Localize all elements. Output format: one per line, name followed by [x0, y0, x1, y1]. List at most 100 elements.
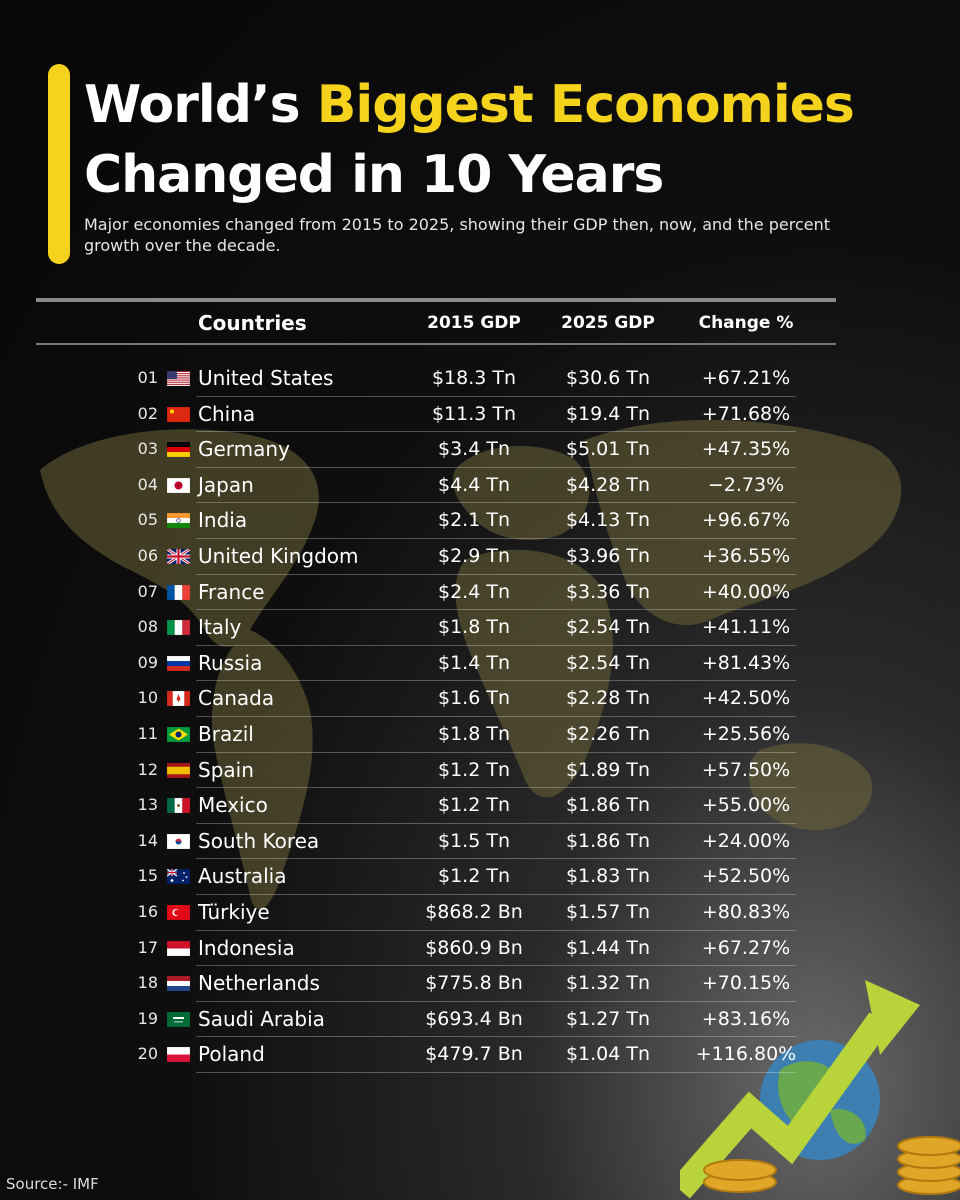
gdp-2015-value: $1.8 Tn — [438, 722, 510, 745]
rank-label: 07 — [137, 581, 158, 601]
table-row: 14 South Korea $1.5 Tn $1.86 Tn +24.00% — [0, 824, 960, 860]
change-percent-value: +25.56% — [701, 722, 791, 745]
table-row: 15 Australia $1.2 Tn $1.83 Tn +52.50% — [0, 859, 960, 895]
table-row: 06 United Kingdom $2.9 Tn $3.96 Tn +36.55% — [0, 539, 960, 575]
rank-label: 09 — [137, 652, 158, 672]
gdp-2025-value: $30.6 Tn — [565, 367, 651, 389]
country-name: United States — [198, 366, 334, 390]
gdp-2015-value: $693.4 Bn — [425, 1007, 523, 1030]
gdp-2015-value: $860.9 Bn — [425, 936, 523, 959]
gdp-2025-value: $1.86 Tn — [565, 829, 651, 852]
change-percent-value: +47.35% — [701, 438, 791, 461]
country-name: France — [198, 579, 265, 604]
country-name: Japan — [198, 472, 254, 497]
gdp-2025-value: $3.36 Tn — [565, 580, 651, 603]
es-flag-icon — [166, 762, 191, 778]
growth-arrow-globe-coins-graphic — [680, 980, 960, 1199]
change-percent-value: +70.15% — [701, 972, 791, 995]
mx-flag-icon — [166, 797, 191, 814]
table-row: 20 Poland $479.7 Bn $1.04 Tn +116.80% — [0, 1037, 960, 1073]
au-flag-icon — [166, 868, 191, 885]
rank-label: 01 — [137, 368, 158, 387]
change-percent-value: +67.27% — [701, 936, 791, 959]
change-percent-value: +96.67% — [701, 509, 791, 532]
page-subtitle: Major economies changed from 2015 to 202… — [84, 215, 831, 255]
fr-flag-icon — [166, 584, 191, 600]
table-row: 11 Brazil $1.8 Tn $2.26 Tn +25.56% — [0, 717, 960, 753]
table-row: 16 Türkiye $868.2 Bn $1.57 Tn +80.83% — [0, 895, 960, 931]
gdp-2015-value: $1.8 Tn — [438, 616, 510, 639]
gdp-2025-value: $1.04 Tn — [565, 1043, 651, 1066]
rank-label: 05 — [137, 510, 158, 530]
gdp-2015-value: $1.2 Tn — [438, 794, 510, 817]
country-name: Canada — [198, 686, 275, 711]
rank-label: 16 — [137, 901, 158, 921]
gdp-table-body: 01 United States $18.3 Tn $30.6 Tn +67.21% 02… — [0, 361, 960, 1073]
change-percent-value: +67.21% — [701, 367, 791, 389]
change-percent-value: +40.00% — [701, 580, 791, 603]
br-flag-icon — [166, 726, 191, 743]
table-row: 01 United States $18.3 Tn $30.6 Tn +67.21% — [0, 361, 960, 397]
gdp-2025-value: $2.54 Tn — [565, 616, 651, 639]
change-percent-value: +83.16% — [701, 1007, 791, 1030]
table-row: 10 Canada $1.6 Tn $2.28 Tn +42.50% — [0, 681, 960, 717]
table-row: 13 Mexico $1.2 Tn $1.86 Tn +55.00% — [0, 788, 960, 824]
gdp-2015-value: $868.2 Bn — [425, 900, 523, 923]
gdp-2025-value: $19.4 Tn — [565, 402, 651, 425]
nl-flag-icon — [166, 975, 191, 992]
gdp-2015-value: $1.4 Tn — [438, 651, 510, 674]
change-percent-value: +36.55% — [701, 544, 791, 567]
country-name: South Korea — [198, 828, 320, 853]
gdp-2025-value: $1.83 Tn — [565, 865, 651, 888]
rank-label: 14 — [137, 830, 158, 850]
change-percent-value: −2.73% — [707, 473, 785, 496]
jp-flag-icon — [166, 477, 191, 494]
rank-label: 15 — [137, 866, 158, 886]
country-name: Australia — [198, 864, 287, 889]
gdp-2025-value: $2.54 Tn — [565, 651, 651, 674]
change-percent-value: +57.50% — [701, 758, 791, 781]
ca-flag-icon — [166, 691, 191, 707]
gdp-2015-value: $4.4 Tn — [438, 473, 510, 496]
gdp-2025-value: $4.28 Tn — [565, 473, 651, 496]
country-name: Mexico — [198, 793, 268, 818]
rank-label: 02 — [137, 403, 158, 423]
table-row: 18 Netherlands $775.8 Bn $1.32 Tn +70.15% — [0, 966, 960, 1002]
column-header-2025-gdp: 2025 GDP — [561, 313, 655, 333]
column-header-change: Change % — [698, 313, 794, 333]
gdp-2015-value: $2.9 Tn — [438, 544, 510, 567]
change-percent-value: +116.80% — [695, 1043, 797, 1066]
table-row: 02 China $11.3 Tn $19.4 Tn +71.68% — [0, 397, 960, 433]
gdp-2015-value: $1.5 Tn — [438, 829, 510, 852]
table-row: 17 Indonesia $860.9 Bn $1.44 Tn +67.27% — [0, 931, 960, 967]
gdp-2015-value: $2.1 Tn — [438, 509, 510, 532]
gdp-2025-value: $5.01 Tn — [565, 438, 651, 461]
country-name: Russia — [198, 650, 263, 675]
gdp-2025-value: $3.96 Tn — [565, 544, 651, 567]
table-top-rule — [36, 298, 836, 302]
it-flag-icon — [166, 619, 191, 636]
rank-label: 11 — [137, 723, 158, 743]
kr-flag-icon — [166, 833, 191, 849]
table-header-rule — [36, 343, 836, 345]
gb-flag-icon — [166, 547, 191, 566]
gdp-2015-value: $479.7 Bn — [425, 1043, 523, 1066]
tr-flag-icon — [166, 904, 191, 921]
change-percent-value: +55.00% — [701, 794, 791, 817]
gdp-2015-value: $1.2 Tn — [438, 758, 510, 781]
table-row: 09 Russia $1.4 Tn $2.54 Tn +81.43% — [0, 646, 960, 682]
change-percent-value: +71.68% — [701, 402, 791, 425]
gdp-2025-value: $1.57 Tn — [565, 900, 651, 923]
country-name: Brazil — [198, 721, 254, 746]
gdp-2025-value: $4.13 Tn — [565, 509, 651, 532]
gdp-2015-value: $3.4 Tn — [438, 438, 510, 461]
rank-label: 13 — [137, 795, 158, 815]
table-row: 12 Spain $1.2 Tn $1.89 Tn +57.50% — [0, 753, 960, 789]
change-percent-value: +42.50% — [701, 687, 791, 710]
in-flag-icon — [166, 513, 191, 529]
table-row: 08 Italy $1.8 Tn $2.54 Tn +41.11% — [0, 610, 960, 646]
rank-label: 12 — [137, 759, 158, 779]
rank-label: 19 — [137, 1008, 158, 1028]
id-flag-icon — [166, 940, 191, 956]
country-name: Türkiye — [198, 899, 270, 924]
